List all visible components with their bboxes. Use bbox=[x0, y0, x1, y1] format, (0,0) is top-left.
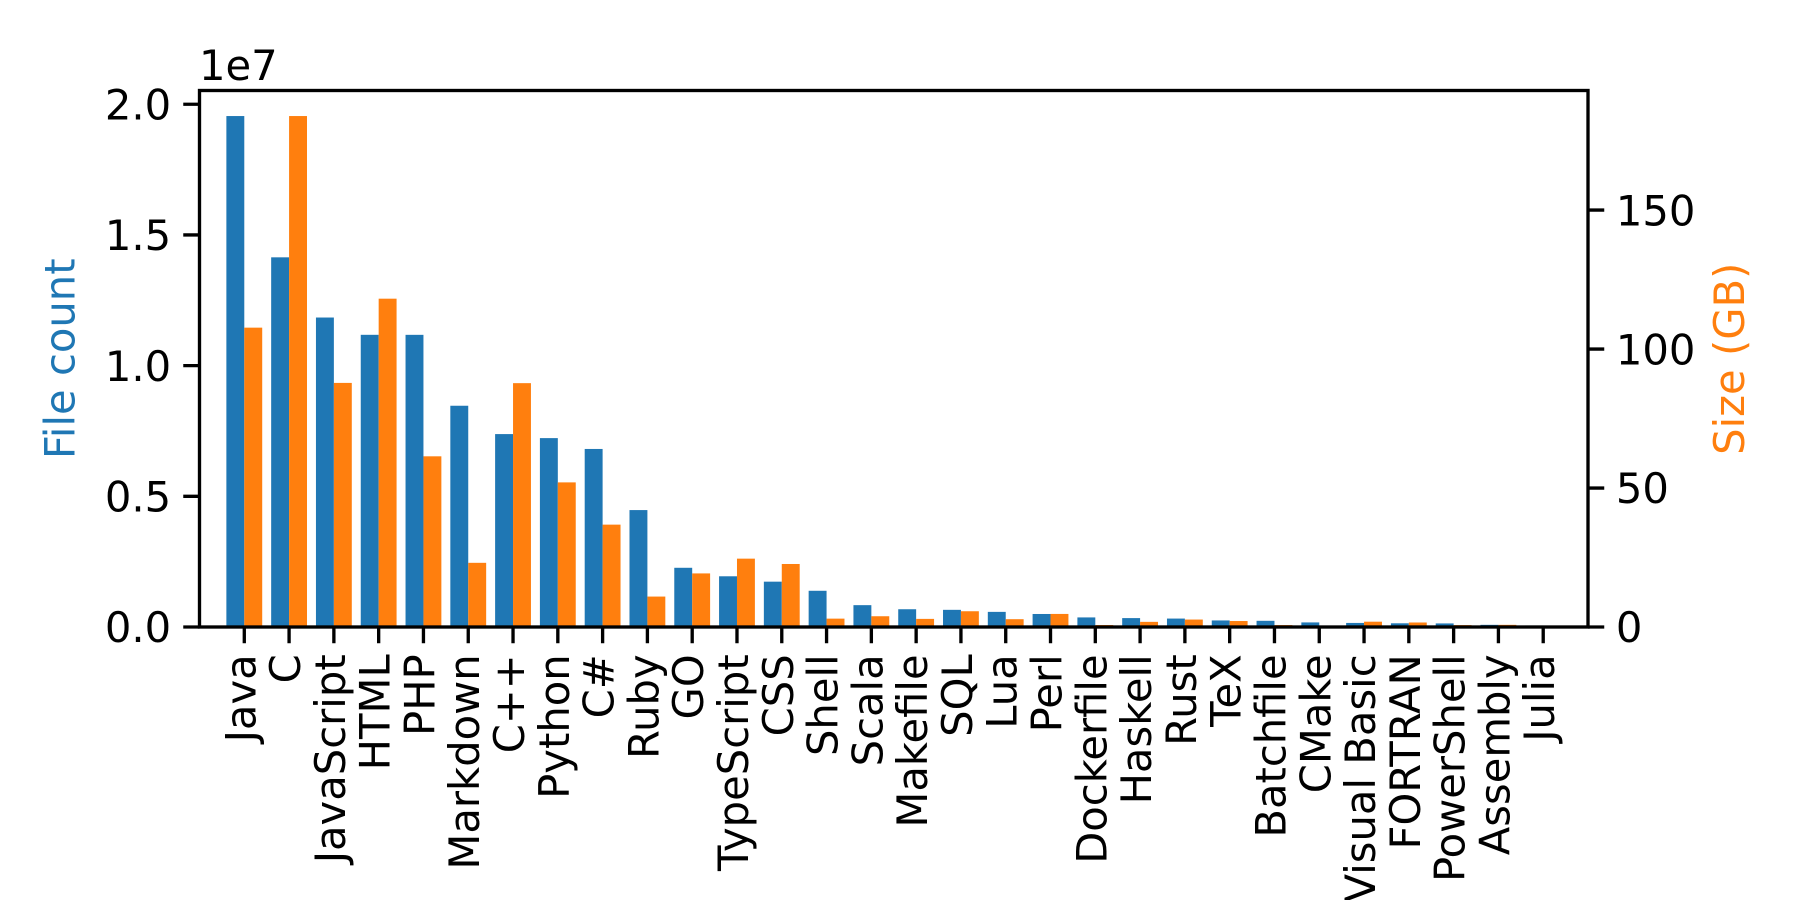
x-tick-label: Markdown bbox=[440, 654, 489, 869]
bar-file-count-cmake bbox=[1301, 622, 1320, 627]
bar-size-gb-makefile bbox=[916, 618, 935, 627]
right-axis-label: Size (GB) bbox=[1705, 263, 1754, 455]
bar-size-gb-markdown bbox=[468, 562, 487, 627]
bar-file-count-c bbox=[271, 257, 290, 627]
x-tick-label: JavaScript bbox=[306, 654, 355, 866]
y-tick-label-left: 1.5 bbox=[105, 211, 171, 260]
bar-size-gb-java bbox=[244, 327, 263, 627]
y-tick-label-left: 0.5 bbox=[105, 473, 171, 522]
bar-file-count-lua bbox=[987, 611, 1006, 627]
bar-file-count-makefile bbox=[898, 609, 917, 627]
x-tick-label: Julia bbox=[1515, 654, 1564, 744]
x-tick-label: SQL bbox=[933, 654, 982, 737]
bar-size-gb-haskell bbox=[1140, 621, 1159, 627]
bar-size-gb-fortran bbox=[1408, 622, 1427, 627]
bar-file-count-html bbox=[360, 334, 379, 627]
bar-size-gb-typescript bbox=[736, 558, 755, 627]
x-tick-label: FORTRAN bbox=[1381, 654, 1430, 849]
bar-size-gb-python bbox=[557, 482, 576, 627]
bar-file-count-tex bbox=[1211, 620, 1230, 627]
x-tick-label: Shell bbox=[799, 654, 848, 756]
left-axis-label: File count bbox=[36, 258, 85, 459]
x-tick-label: Dockerfile bbox=[1067, 654, 1116, 863]
bar-file-count-php bbox=[405, 334, 424, 627]
y-tick-label-right: 100 bbox=[1616, 325, 1696, 374]
bar-size-gb-shell bbox=[826, 618, 845, 627]
bar-size-gb-javascript bbox=[333, 382, 352, 627]
bar-size-gb-css bbox=[781, 563, 800, 627]
bar-size-gb-perl bbox=[1050, 613, 1069, 627]
bar-file-count-haskell bbox=[1122, 618, 1141, 627]
bar-file-count-c- bbox=[584, 448, 603, 627]
x-tick-label: Haskell bbox=[1112, 654, 1161, 804]
x-tick-label: GO bbox=[664, 654, 713, 719]
x-tick-label: Ruby bbox=[619, 654, 668, 759]
bar-file-count-css bbox=[763, 581, 782, 627]
bar-size-gb-php bbox=[423, 456, 442, 627]
bar-file-count-python bbox=[539, 438, 558, 627]
x-tick-label: Scala bbox=[843, 654, 892, 766]
x-tick-label: Perl bbox=[1023, 654, 1072, 732]
x-tick-label: C++ bbox=[485, 654, 534, 753]
bar-size-gb-c- bbox=[513, 383, 531, 627]
y-tick-label-left: 0.0 bbox=[105, 603, 171, 652]
x-tick-label: Makefile bbox=[888, 654, 937, 827]
axes-frame bbox=[197, 88, 1590, 629]
y-tick-label-right: 50 bbox=[1616, 464, 1669, 513]
y-axis-offset-text: 1e7 bbox=[199, 41, 278, 90]
x-tick-label: TeX bbox=[1202, 654, 1251, 728]
bar-size-gb-go bbox=[692, 573, 711, 627]
bar-file-count-java bbox=[226, 116, 245, 628]
x-tick-label: CMake bbox=[1291, 654, 1340, 793]
bar-file-count-shell bbox=[808, 590, 827, 627]
bar-file-count-typescript bbox=[719, 576, 737, 627]
x-tick-label: Assembly bbox=[1470, 654, 1519, 855]
bar-size-gb-sql bbox=[960, 611, 979, 627]
x-tick-label: CSS bbox=[754, 654, 803, 736]
bar-file-count-dockerfile bbox=[1077, 617, 1096, 627]
bar-file-count-fortran bbox=[1390, 623, 1409, 627]
x-tick-label: Python bbox=[530, 654, 579, 799]
bar-size-gb-rust bbox=[1184, 619, 1203, 627]
y-tick-label-right: 150 bbox=[1616, 186, 1696, 235]
bar-file-count-ruby bbox=[629, 510, 648, 627]
x-tick-label: PowerShell bbox=[1426, 654, 1475, 882]
x-tick-label: PHP bbox=[395, 654, 444, 736]
bar-file-count-scala bbox=[853, 605, 872, 627]
x-tick-label: TypeScript bbox=[709, 654, 758, 872]
x-tick-label: C bbox=[261, 654, 310, 683]
y-tick-label-right: 0 bbox=[1616, 603, 1643, 652]
bar-file-count-go bbox=[674, 567, 693, 627]
x-tick-label: Java bbox=[216, 654, 265, 745]
bar-file-count-visual-basic bbox=[1346, 622, 1365, 627]
x-tick-label: Visual Basic bbox=[1336, 654, 1385, 900]
bar-size-gb-ruby bbox=[647, 596, 666, 627]
x-tick-label: Batchfile bbox=[1246, 654, 1295, 837]
x-tick-label: Lua bbox=[978, 654, 1027, 728]
bar-size-gb-c bbox=[289, 116, 307, 628]
bar-file-count-javascript bbox=[315, 317, 334, 627]
y-tick-label-left: 2.0 bbox=[105, 80, 171, 129]
bar-size-gb-visual-basic bbox=[1364, 621, 1382, 627]
bar-size-gb-lua bbox=[1005, 619, 1024, 627]
y-tick-label-left: 1.0 bbox=[105, 342, 171, 391]
bar-size-gb-tex bbox=[1229, 621, 1248, 627]
bar-file-count-c- bbox=[495, 434, 514, 627]
x-tick-label: C# bbox=[575, 654, 624, 718]
x-tick-label: Rust bbox=[1157, 654, 1206, 746]
bar-size-gb-scala bbox=[871, 616, 890, 627]
bar-file-count-batchfile bbox=[1256, 620, 1275, 627]
bar-size-gb-html bbox=[378, 298, 397, 627]
bar-file-count-rust bbox=[1166, 618, 1185, 627]
bar-size-gb-c- bbox=[602, 524, 621, 627]
bar-file-count-markdown bbox=[450, 405, 469, 627]
bar-file-count-powershell bbox=[1435, 623, 1454, 627]
bar-file-count-perl bbox=[1032, 613, 1051, 627]
x-tick-label: HTML bbox=[351, 654, 400, 770]
bar-file-count-sql bbox=[943, 609, 961, 627]
